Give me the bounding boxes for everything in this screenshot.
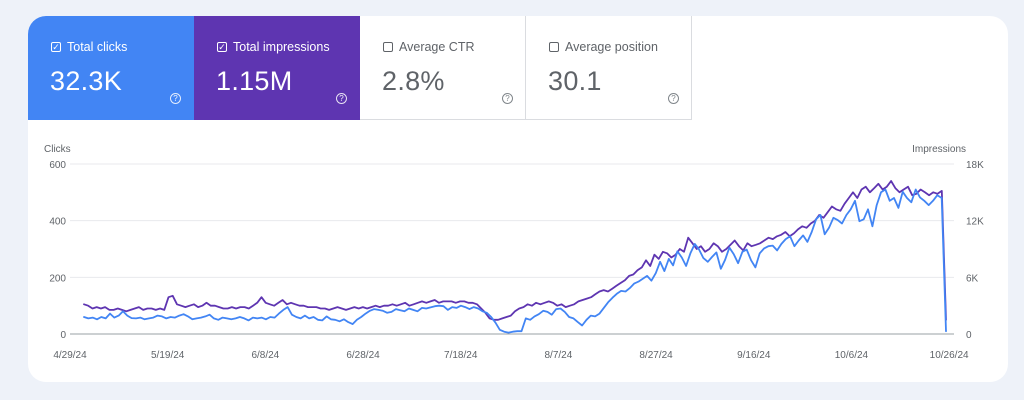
metric-header: Average CTR	[383, 40, 475, 54]
checkbox-unchecked-icon[interactable]	[549, 42, 559, 52]
metric-header: Average position	[549, 40, 658, 54]
metric-value: 32.3K	[50, 66, 123, 96]
x-axis-tick-label: 4/29/24	[53, 350, 87, 361]
x-axis-tick-label: 7/18/24	[444, 350, 478, 361]
left-axis-tick-label: 600	[49, 160, 66, 171]
right-axis-tick-label: 12K	[966, 217, 984, 228]
left-axis-title: Clicks	[44, 144, 71, 155]
metric-label: Total impressions	[233, 40, 330, 54]
x-axis-tick-label: 6/28/24	[346, 350, 380, 361]
metric-card-total-impressions[interactable]: ✓ Total impressions 1.15M ?	[194, 16, 360, 120]
x-axis-tick-label: 8/7/24	[544, 350, 572, 361]
metric-header: ✓ Total impressions	[217, 40, 330, 54]
x-axis-tick-label: 9/16/24	[737, 350, 771, 361]
left-axis-tick-label: 200	[49, 273, 66, 284]
help-icon[interactable]: ?	[668, 93, 679, 104]
checkbox-unchecked-icon[interactable]	[383, 42, 393, 52]
right-axis-tick-label: 18K	[966, 160, 984, 171]
right-axis-title: Impressions	[912, 144, 966, 155]
x-axis-tick-label: 10/6/24	[835, 350, 869, 361]
series-line-clicks	[83, 188, 947, 334]
x-axis-tick-label: 6/8/24	[251, 350, 279, 361]
x-axis-tick-label: 10/26/24	[930, 350, 969, 361]
metric-label: Average CTR	[399, 40, 475, 54]
left-axis-tick-label: 0	[60, 330, 66, 341]
help-icon[interactable]: ?	[170, 93, 181, 104]
left-axis-tick-label: 400	[49, 217, 66, 228]
checkbox-checked-icon[interactable]: ✓	[217, 41, 227, 52]
help-icon[interactable]: ?	[336, 93, 347, 104]
metric-value: 30.1	[548, 66, 602, 96]
help-icon[interactable]: ?	[502, 93, 513, 104]
metric-label: Average position	[565, 40, 658, 54]
metric-value: 1.15M	[216, 66, 293, 96]
metric-card-average-ctr[interactable]: Average CTR 2.8% ?	[360, 16, 526, 120]
metric-card-average-position[interactable]: Average position 30.1 ?	[526, 16, 692, 120]
right-axis-tick-label: 0	[966, 330, 972, 341]
performance-card: Clicks Impressions 0 200 400 600 0 6K 12K 18K …	[28, 16, 1008, 382]
series-line-impressions	[83, 180, 947, 321]
metric-card-total-clicks[interactable]: ✓ Total clicks 32.3K ?	[28, 16, 194, 120]
metric-cards: ✓ Total clicks 32.3K ? ✓ Total impressio…	[28, 16, 692, 120]
metric-value: 2.8%	[382, 66, 445, 96]
right-axis-tick-label: 6K	[966, 273, 979, 284]
metric-label: Total clicks	[67, 40, 128, 54]
checkbox-checked-icon[interactable]: ✓	[51, 41, 61, 52]
metric-header: ✓ Total clicks	[51, 40, 127, 54]
x-axis-tick-label: 5/19/24	[151, 350, 185, 361]
x-axis-tick-label: 8/27/24	[639, 350, 673, 361]
